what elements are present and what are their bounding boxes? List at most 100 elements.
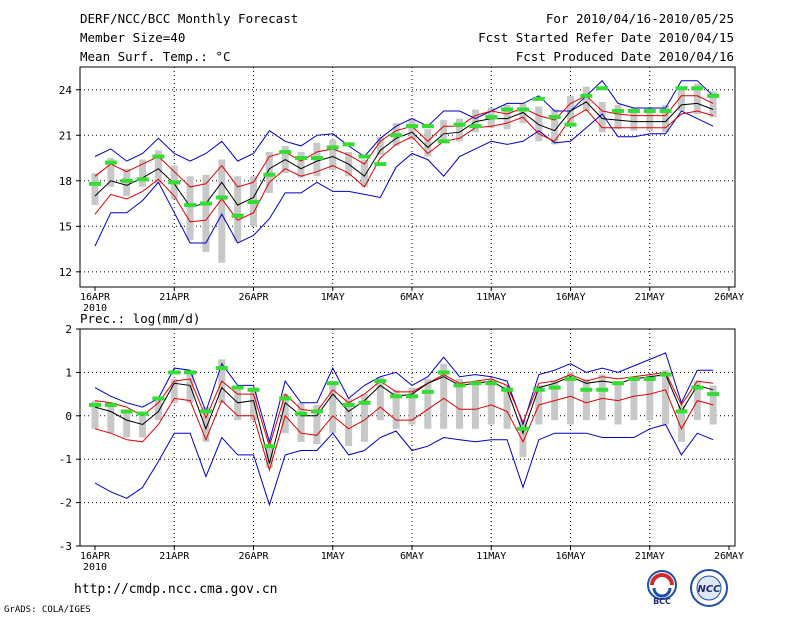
prec-median-mark	[184, 370, 197, 375]
temp-box	[154, 150, 162, 184]
prec-median-mark	[659, 372, 672, 377]
prec-box	[662, 370, 670, 425]
temp-upper-spread-line	[94, 95, 714, 188]
prec-upper-spread-line	[94, 371, 714, 448]
prec-xtick-label: 16APR	[80, 551, 111, 562]
produced-date-label: Fcst Produced Date 2010/04/16	[515, 49, 734, 64]
temp-box	[551, 109, 559, 145]
prec-median-mark	[326, 381, 339, 386]
temp-median-mark	[326, 145, 339, 150]
temp-median-mark	[104, 160, 117, 165]
footer-url[interactable]: http://cmdp.ncc.cma.gov.cn	[74, 582, 278, 597]
temp-box	[329, 139, 337, 171]
prec-xtick-label: 26MAY	[714, 551, 744, 562]
temp-ytick-label: 12	[59, 266, 72, 279]
temp-median-mark	[374, 162, 387, 167]
prec-box	[567, 372, 574, 425]
prec-ytick-label: 1	[65, 366, 72, 379]
temp-box	[186, 176, 194, 240]
prec-box	[630, 376, 638, 421]
prec-median-mark	[231, 385, 244, 390]
temp-box	[519, 103, 527, 124]
prec-xtick-label: 11MAY	[476, 551, 506, 562]
prec-box	[281, 394, 289, 434]
prec-box	[265, 444, 273, 468]
prec-median-mark	[406, 394, 418, 399]
temp-median-mark	[184, 203, 197, 208]
temp-median-mark	[564, 122, 577, 127]
grads-credit: GrADS: COLA/IGES	[4, 605, 91, 615]
prec-median-mark	[104, 402, 117, 407]
prec-year-label: 2010	[83, 562, 107, 573]
temp-median-mark	[199, 201, 212, 206]
member-size-label: Member Size=40	[80, 30, 186, 45]
temp-box	[440, 120, 448, 142]
prec-panel-title: Prec.: log(mm/d)	[80, 311, 200, 326]
prec-plot-frame	[79, 328, 736, 547]
temp-median-mark	[659, 109, 672, 113]
prec-xtick-label: 6MAY	[400, 551, 424, 562]
chart-title: DERF/NCC/BCC Monthly Forecast	[80, 11, 299, 26]
temp-box	[614, 104, 622, 130]
prec-box	[614, 381, 622, 425]
temp-median-mark	[263, 172, 276, 177]
temp-ytick-label: 24	[59, 84, 73, 97]
prec-median-mark	[421, 389, 434, 394]
prec-box	[376, 376, 384, 421]
prec-median-mark	[485, 381, 498, 386]
temp-box	[646, 107, 654, 131]
temp-xtick-label: 26MAY	[714, 292, 744, 303]
prec-median-mark	[215, 366, 228, 371]
prec-box	[234, 389, 242, 421]
prec-box	[424, 378, 432, 429]
temp-xtick-label: 26APR	[238, 292, 269, 303]
temp-ensemble-mean-line	[94, 101, 714, 208]
prec-ytick-label: -3	[59, 540, 72, 553]
prec-xtick-label: 21APR	[159, 551, 190, 562]
temp-median-mark	[453, 122, 466, 127]
temp-box	[139, 159, 147, 187]
temp-median-mark	[120, 178, 133, 183]
temp-box	[630, 107, 638, 131]
prec-box	[598, 374, 606, 421]
temp-median-mark	[390, 133, 403, 138]
temp-median-mark	[675, 86, 688, 91]
temp-xtick-label: 16APR	[80, 292, 111, 303]
temp-median-mark	[152, 154, 165, 159]
prec-box	[440, 363, 448, 429]
prec-median-mark	[342, 402, 355, 407]
temp-box	[535, 106, 543, 142]
prec-ytick-label: -2	[59, 497, 72, 510]
prec-box	[107, 402, 115, 434]
temp-xtick-label: 1MAY	[321, 292, 345, 303]
temp-box	[218, 159, 226, 263]
temp-median-mark	[485, 115, 498, 120]
prec-ytick-label: -1	[59, 453, 72, 466]
bcc-logo: BCC	[647, 570, 677, 606]
prec-box	[329, 381, 337, 434]
temp-box	[567, 95, 574, 124]
temp-box	[456, 118, 464, 142]
prec-median-mark	[390, 394, 403, 399]
prec-median-mark	[469, 381, 482, 386]
prec-box	[646, 374, 654, 421]
temp-median-mark	[643, 109, 656, 113]
prec-median-mark	[199, 409, 212, 414]
temp-median-mark	[358, 154, 371, 159]
prec-median-mark	[89, 402, 101, 407]
temp-ytick-label: 18	[59, 175, 72, 188]
temp-median-mark	[168, 180, 181, 185]
prec-box	[677, 404, 685, 442]
temp-median-mark	[516, 107, 529, 112]
temp-box	[91, 173, 99, 206]
start-date-label: Fcst Started Refer Date 2010/04/15	[478, 30, 734, 45]
prec-box	[408, 387, 416, 425]
prec-ytick-label: 0	[65, 410, 72, 423]
prec-median-mark	[247, 387, 260, 392]
temp-lower-spread-line	[94, 108, 714, 223]
prec-box	[123, 411, 131, 438]
temp-box	[360, 159, 368, 187]
temp-median-mark	[310, 156, 323, 161]
prec-median-mark	[168, 370, 181, 375]
prec-median-mark	[501, 387, 514, 392]
